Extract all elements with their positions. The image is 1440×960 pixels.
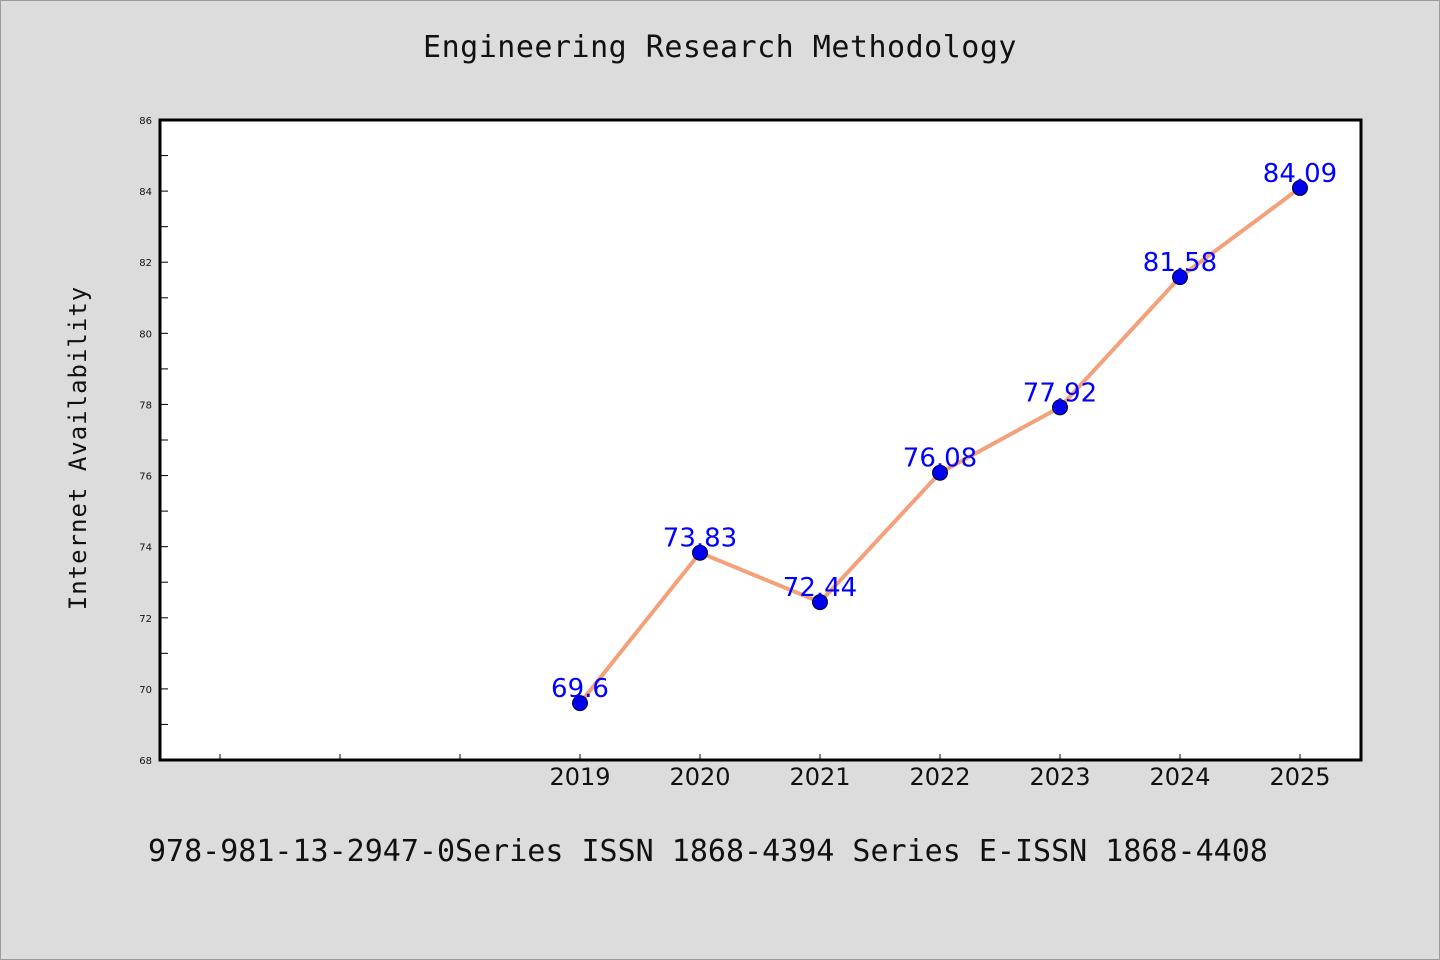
y-tick-label: 76 — [139, 472, 152, 483]
x-tick-label: 2024 — [1149, 763, 1210, 791]
data-label: 69.6 — [551, 674, 609, 704]
x-axis: 2019 2020 2021 2022 2023 2024 2025 — [219, 754, 1331, 791]
data-labels-group: 69.6 73.83 72.44 76.08 77.92 81.58 84.09 — [551, 159, 1337, 704]
y-tick-label: 84 — [139, 187, 152, 198]
y-tick-label: 78 — [139, 400, 152, 411]
y-tick-label: 68 — [139, 756, 152, 767]
data-point-marker — [1172, 269, 1188, 286]
x-tick-label: 2025 — [1269, 763, 1330, 791]
data-point-marker — [1292, 179, 1308, 196]
y-tick-label: 70 — [139, 685, 152, 696]
data-point-marker — [572, 695, 588, 712]
y-tick-label: 74 — [139, 543, 152, 554]
data-point-marker — [812, 594, 828, 611]
data-point-marker — [932, 464, 948, 481]
plot-area — [158, 118, 1363, 762]
x-tick-label: 2019 — [549, 763, 610, 791]
data-label: 76.08 — [903, 444, 977, 474]
x-tick-label: 2023 — [1029, 763, 1090, 791]
data-label: 81.58 — [1143, 248, 1217, 278]
y-tick-label: 80 — [139, 329, 152, 340]
footer-isbn-text: 978-981-13-2947-0Series ISSN 1868-4394 S… — [148, 834, 1268, 869]
data-label: 84.09 — [1263, 159, 1337, 189]
data-point-marker — [692, 544, 708, 561]
chart-title: Engineering Research Methodology — [423, 30, 1017, 65]
y-tick-label: 86 — [139, 116, 152, 127]
data-label: 73.83 — [663, 524, 737, 554]
data-label: 72.44 — [783, 573, 857, 603]
y-tick-label: 72 — [139, 614, 152, 625]
x-tick-label: 2021 — [789, 763, 850, 791]
data-point-marker — [1052, 399, 1068, 416]
x-tick-label: 2020 — [669, 763, 730, 791]
x-tick-label: 2022 — [909, 763, 970, 791]
markers-group — [572, 179, 1308, 712]
y-axis: 68 70 72 74 76 78 80 82 84 86 — [139, 116, 168, 767]
data-label: 77.92 — [1023, 378, 1097, 408]
y-tick-label: 82 — [139, 258, 152, 269]
